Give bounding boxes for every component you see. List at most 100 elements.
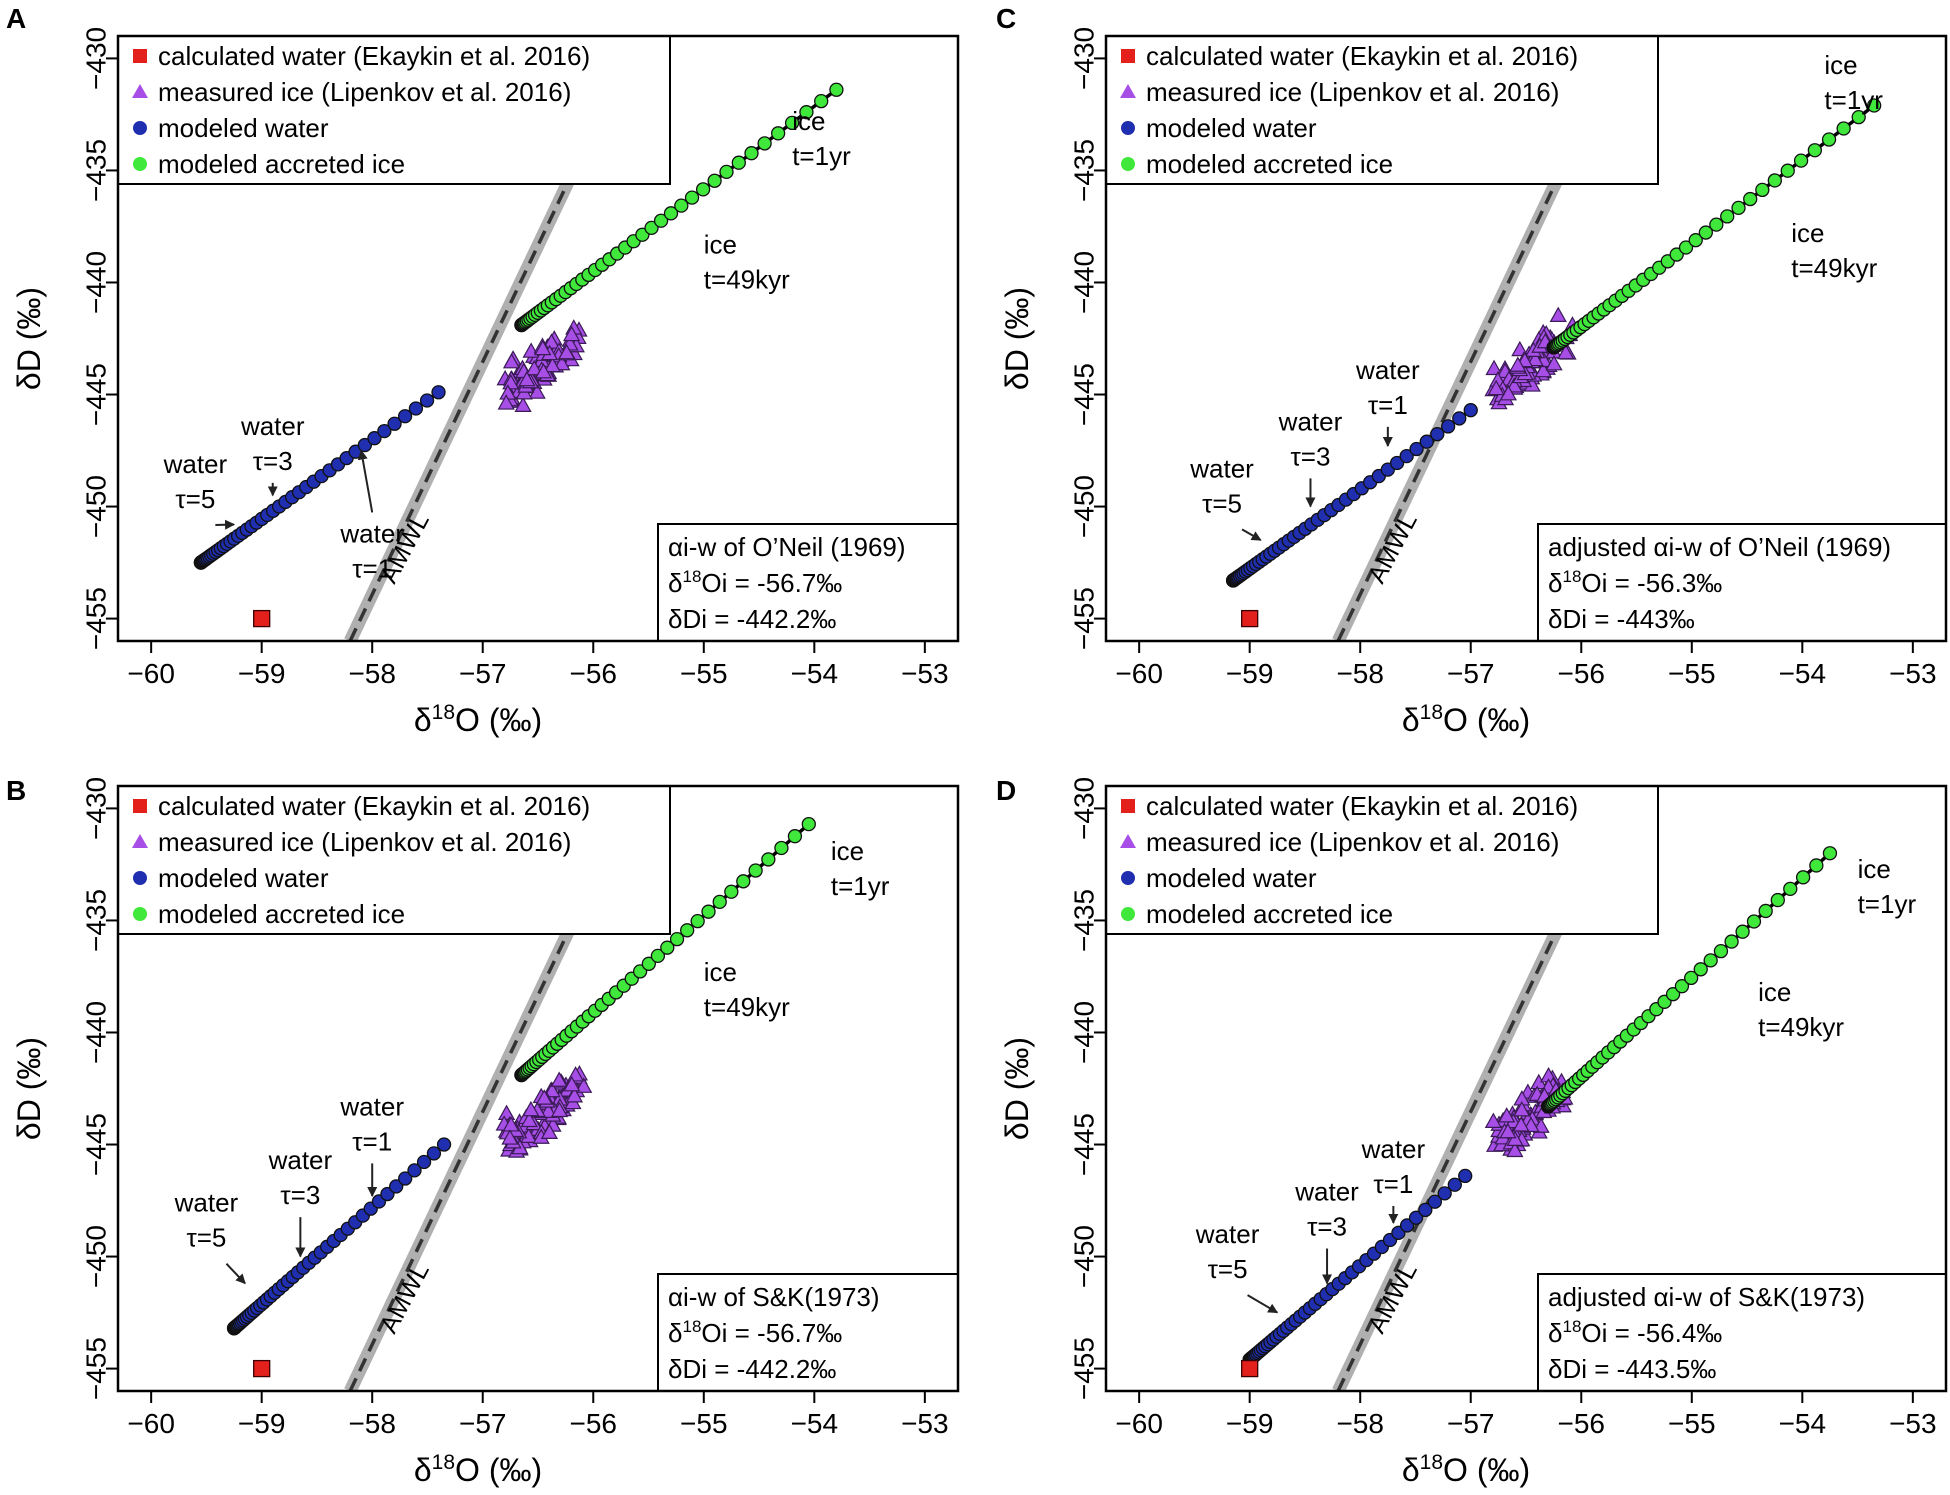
x-tick-label: −60 <box>1115 1408 1163 1439</box>
annotation-arrow <box>1247 1294 1279 1314</box>
legend-circle-icon <box>1121 157 1135 171</box>
measured-ice-point <box>497 394 515 410</box>
info-box: adjusted αi-w of O’Neil (1969) δ18Oi = -5… <box>1537 523 1947 642</box>
modeled-ice-point <box>1669 247 1684 262</box>
modeled-ice-point <box>1767 173 1782 188</box>
modeled-ice-point <box>669 931 685 947</box>
modeled-ice-point <box>653 213 669 228</box>
y-tick-label: −430 <box>1069 777 1100 840</box>
panel-D: AMWL ice t=1yr ice t=49kyr water τ=1 water τ=3 wa… <box>996 775 1948 1488</box>
modeled-ice-point <box>1720 209 1735 224</box>
measured-ice-point <box>502 352 521 369</box>
modeled-water-point <box>398 1171 413 1186</box>
modeled-ice-point <box>1743 191 1758 207</box>
annotation-value: τ=5 <box>1208 1254 1248 1284</box>
measured-ice-point <box>1505 377 1523 393</box>
measured-ice-point <box>543 1081 561 1098</box>
legend-triangle-icon <box>1120 84 1136 98</box>
plot-frame <box>116 784 960 1393</box>
modeled-ice-point <box>1809 858 1824 873</box>
modeled-ice-point <box>770 126 786 141</box>
legend-entry: measured ice (Lipenkov et al. 2016) <box>158 77 571 107</box>
plot-frame <box>1104 34 1948 643</box>
measured-ice-point <box>540 1123 559 1139</box>
modeled-ice-point <box>814 93 829 109</box>
annotation-value: τ=1 <box>352 1126 392 1156</box>
info-box: adjusted αi-w of S&K(1973) δ18Oi = -56.4‰… <box>1537 1273 1947 1392</box>
modeled-water-point <box>397 409 413 424</box>
measured-ice-point <box>535 1089 553 1105</box>
annotation-label: water <box>240 411 305 441</box>
modeled-ice-point <box>1822 846 1838 861</box>
y-tick-label: −430 <box>81 777 112 840</box>
y-tick-label: −450 <box>1069 475 1100 538</box>
y-tick-label: −455 <box>1069 587 1100 650</box>
x-tick-label: −59 <box>1226 658 1274 689</box>
legend-circle-icon <box>133 157 147 171</box>
x-tick-label: −55 <box>1668 1408 1716 1439</box>
modeled-ice-point <box>1688 233 1703 248</box>
legend-entry: calculated water (Ekaykin et al. 2016) <box>158 791 590 821</box>
modeled-water-point <box>1452 411 1467 426</box>
x-tick-label: −56 <box>570 658 618 689</box>
legend-entry: calculated water (Ekaykin et al. 2016) <box>158 41 590 71</box>
modeled-ice-point <box>695 182 711 197</box>
y-tick-label: −445 <box>81 363 112 426</box>
legend: calculated water (Ekaykin et al. 2016) me… <box>1105 35 1659 185</box>
y-tick-label: −440 <box>1069 1001 1100 1064</box>
legend-entry: modeled accreted ice <box>1146 149 1393 179</box>
x-axis-title: δ18O (‰) <box>1402 1451 1530 1488</box>
modeled-water-point <box>1389 455 1405 471</box>
x-tick-label: −59 <box>238 1408 286 1439</box>
x-tick-label: −58 <box>348 1408 396 1439</box>
info-line: αi-w of O’Neil (1969) <box>668 532 906 562</box>
y-axis-title: δD (‰) <box>999 287 1035 390</box>
annotation-value: t=1yr <box>1824 85 1883 115</box>
x-tick-label: −53 <box>901 658 949 689</box>
legend-entry: modeled accreted ice <box>158 899 405 929</box>
annotation-value: t=1yr <box>831 871 890 901</box>
y-tick-label: −450 <box>81 475 112 538</box>
modeled-ice-point <box>1795 870 1811 885</box>
x-tick-label: −60 <box>127 1408 175 1439</box>
measured-ice-point <box>1487 379 1505 396</box>
annotation-label: ice <box>1824 50 1857 80</box>
legend-circle-icon <box>1121 871 1135 885</box>
modeled-ice-point <box>1684 970 1699 986</box>
legend-triangle-icon <box>1120 834 1136 848</box>
modeled-ice-point <box>1793 153 1809 168</box>
legend-square-icon <box>133 799 147 813</box>
modeled-water-point <box>1437 1186 1452 1201</box>
legend-triangle-icon <box>132 84 148 98</box>
legend-entry: calculated water (Ekaykin et al. 2016) <box>1146 791 1578 821</box>
legend-circle-icon <box>133 121 147 135</box>
annotation-value: t=49kyr <box>704 992 790 1022</box>
annotation-label: water <box>1195 1219 1260 1249</box>
annotation-label: water <box>1189 453 1254 483</box>
annotation-label: water <box>1278 406 1343 436</box>
legend-circle-icon <box>1121 121 1135 135</box>
measured-ice-point <box>514 396 532 412</box>
measured-ice-point <box>525 359 543 376</box>
info-box: αi-w of O’Neil (1969) δ18Oi = -56.7‰ δDi =… <box>657 523 959 642</box>
modeled-ice-point <box>748 863 763 878</box>
legend: calculated water (Ekaykin et al. 2016) me… <box>117 35 671 185</box>
measured-ice-point <box>558 343 576 360</box>
modeled-ice-point <box>674 198 689 213</box>
measured-ice-point <box>1484 1112 1502 1128</box>
annotation-value: t=49kyr <box>704 264 790 294</box>
measured-ice-point <box>1557 343 1575 360</box>
modeled-water-point <box>431 385 446 400</box>
measured-ice-point <box>534 362 553 379</box>
x-tick-label: −58 <box>1336 658 1384 689</box>
annotation-label: water <box>174 1188 239 1218</box>
y-tick-label: −455 <box>81 1337 112 1400</box>
modeled-ice-point <box>644 220 659 236</box>
modeled-water-point <box>1430 427 1445 442</box>
annotation-value: τ=3 <box>253 446 293 476</box>
calculated-water-point <box>253 609 271 628</box>
measured-ice-point <box>502 1116 520 1132</box>
annotation-value: τ=1 <box>1368 390 1408 420</box>
x-tick-label: −57 <box>1447 658 1495 689</box>
modeled-water-point <box>389 1179 404 1194</box>
